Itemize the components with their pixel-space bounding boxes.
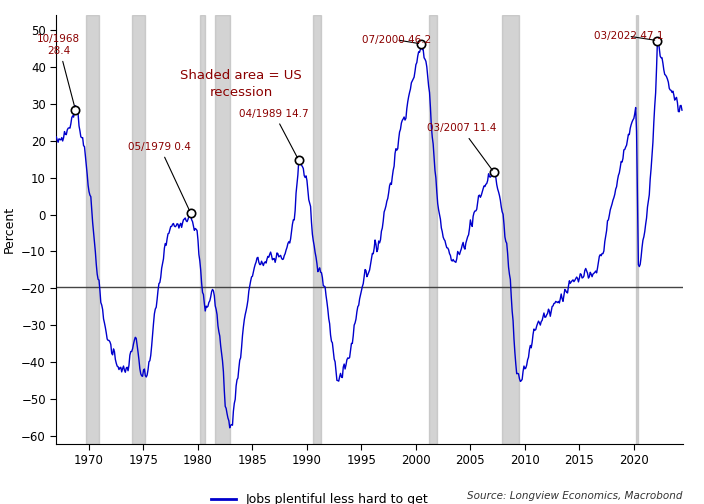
Bar — [200, 15, 206, 444]
Bar — [429, 15, 437, 444]
Legend: Jobs plentiful less hard to get: Jobs plentiful less hard to get — [206, 488, 434, 504]
Y-axis label: Percent: Percent — [3, 206, 15, 253]
Text: 07/2000 46.2: 07/2000 46.2 — [362, 35, 431, 45]
Bar — [132, 15, 145, 444]
Bar — [87, 15, 99, 444]
Text: Source: Longview Economics, Macrobond: Source: Longview Economics, Macrobond — [467, 491, 683, 501]
Text: 03/2007 11.4: 03/2007 11.4 — [427, 123, 496, 170]
Text: 10/1968
28.4: 10/1968 28.4 — [37, 34, 80, 107]
Bar — [313, 15, 320, 444]
Text: 03/2022 47.1: 03/2022 47.1 — [593, 31, 663, 41]
Bar — [215, 15, 230, 444]
Bar — [636, 15, 639, 444]
Bar — [502, 15, 520, 444]
Text: 04/1989 14.7: 04/1989 14.7 — [239, 109, 309, 158]
Text: 05/1979 0.4: 05/1979 0.4 — [128, 142, 191, 211]
Text: Shaded area = US
recession: Shaded area = US recession — [180, 69, 302, 99]
